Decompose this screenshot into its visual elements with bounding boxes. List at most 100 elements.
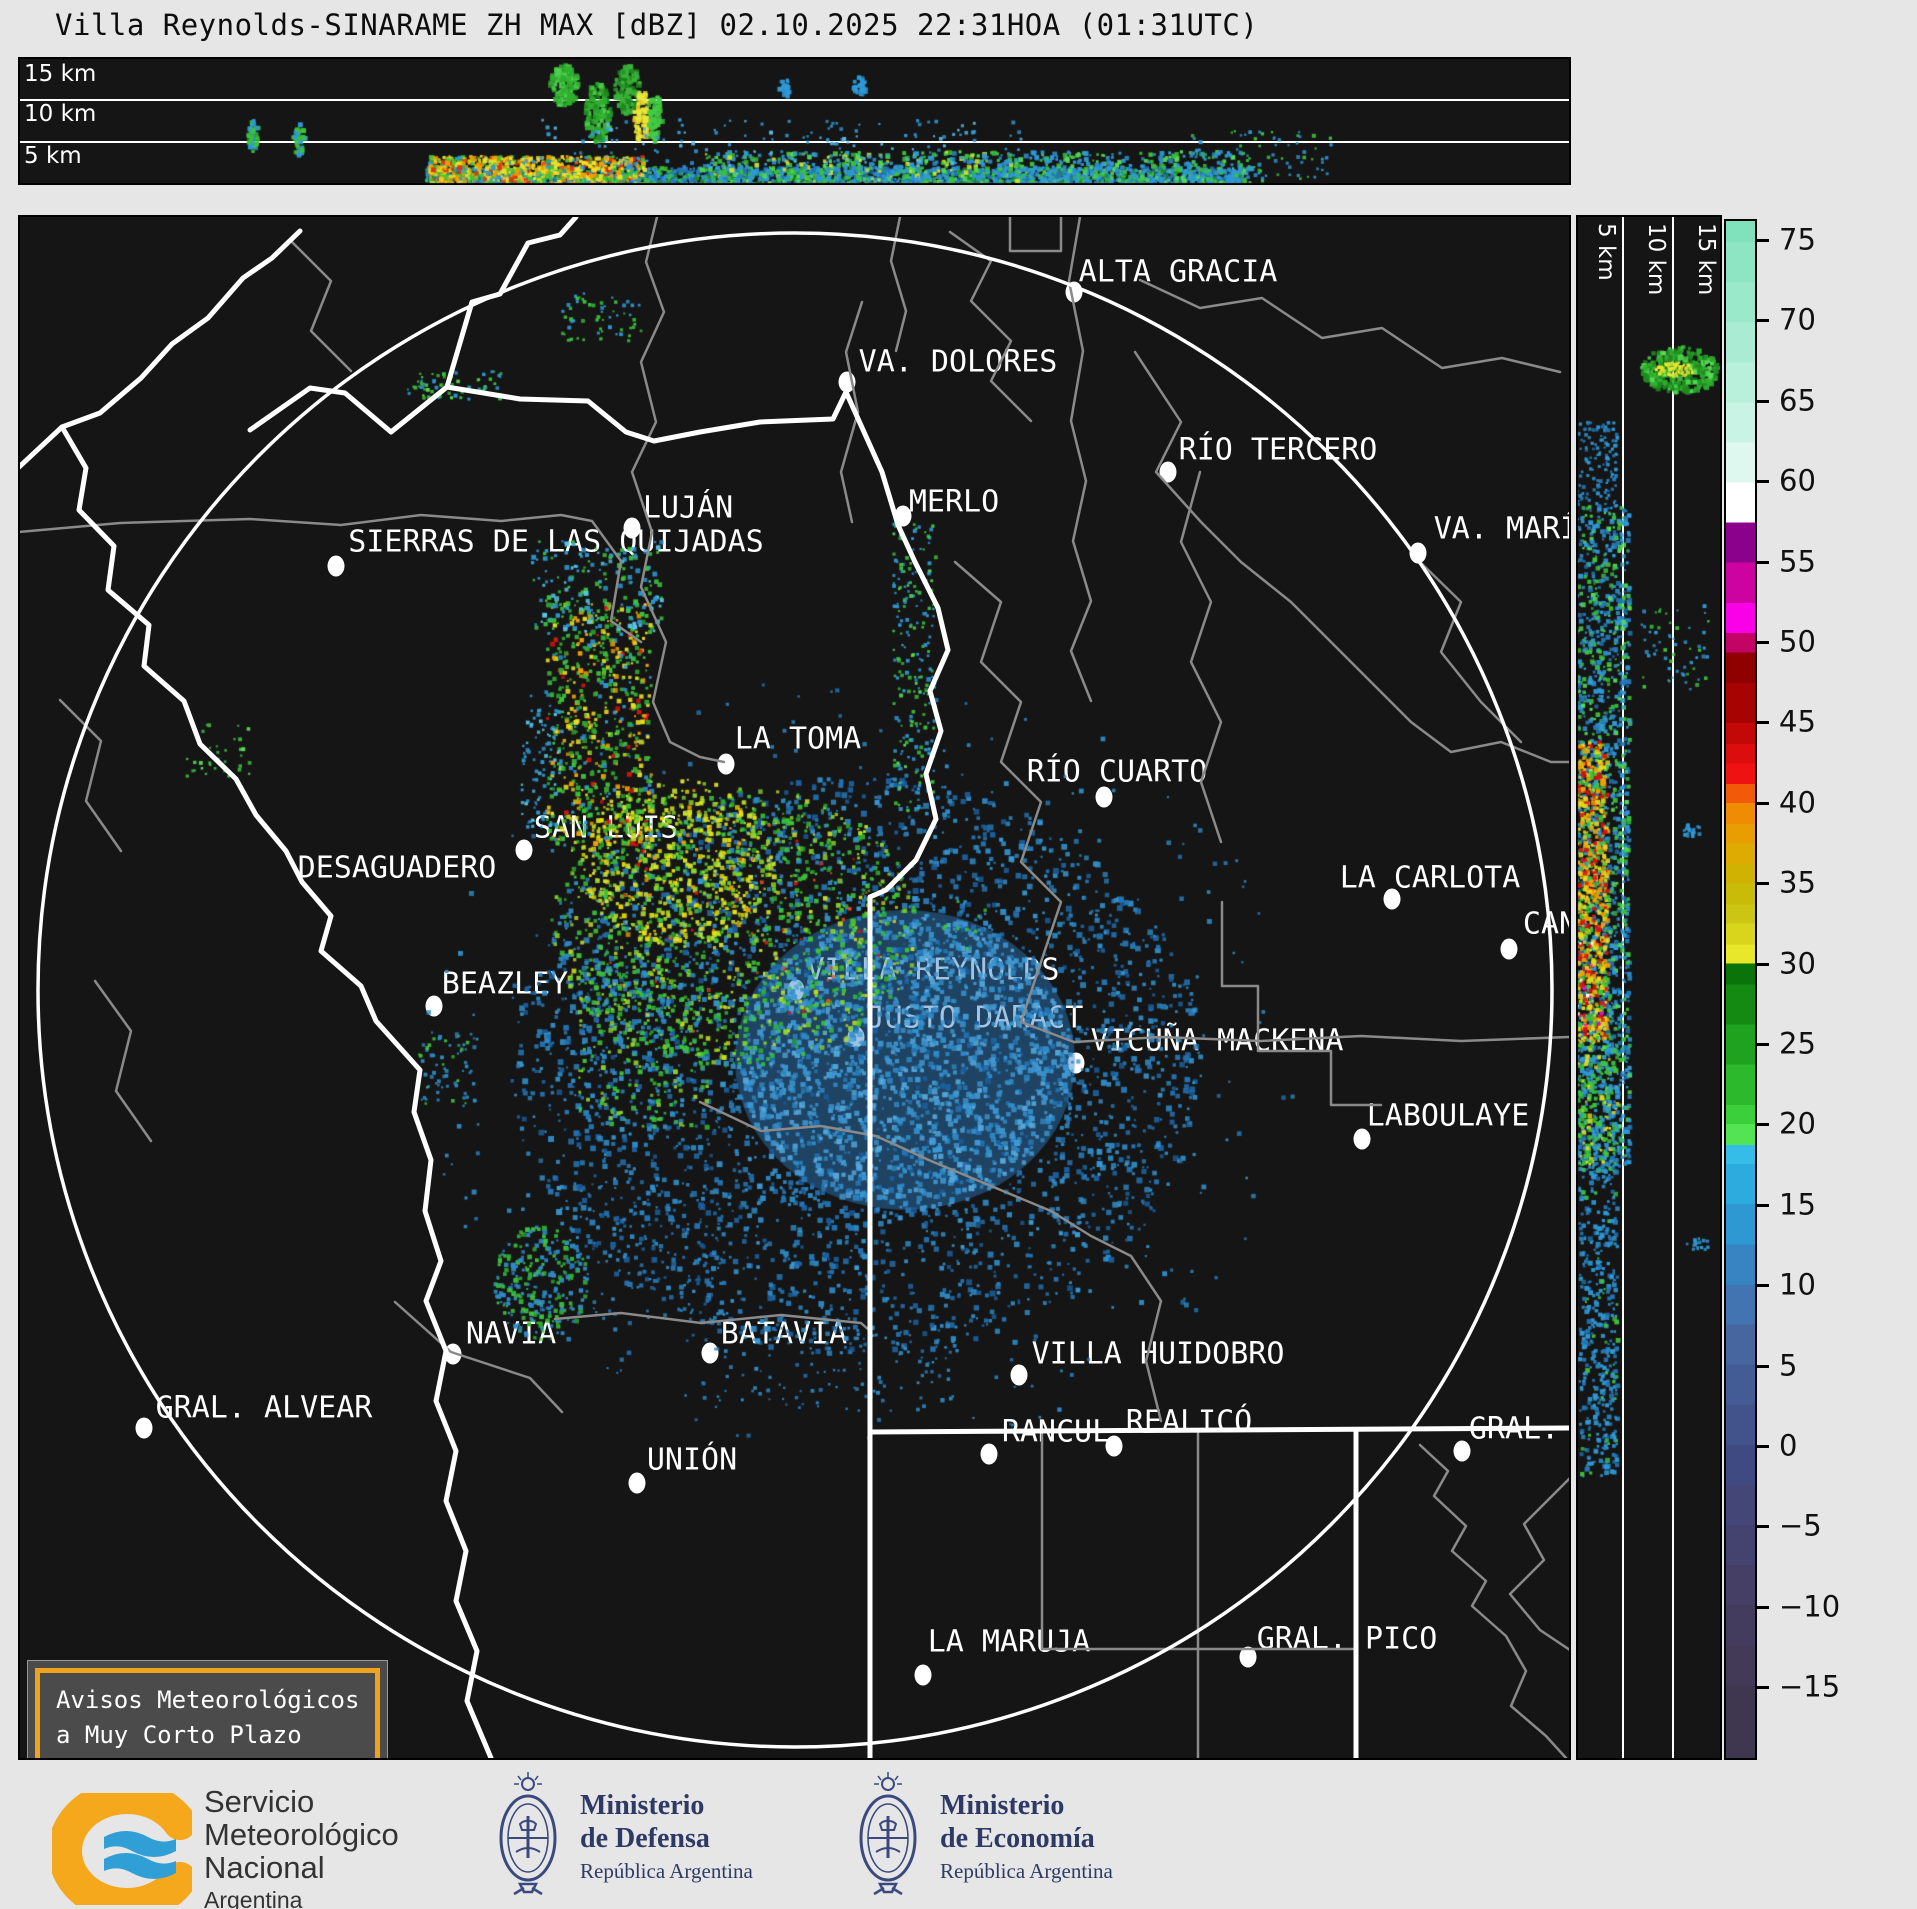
economia-logo-block: Ministerio de Economía República Argenti… xyxy=(852,1772,1113,1902)
city-label: VA. MARÍ xyxy=(1433,511,1571,547)
altitude-label-5km: 5 km xyxy=(24,143,82,169)
city-label: VILLA REYNOLDS xyxy=(806,952,1060,988)
city-dot xyxy=(787,979,805,1001)
colorbar-tick-label: 20 xyxy=(1779,1106,1816,1141)
city-dot xyxy=(1010,1364,1028,1386)
city-dot xyxy=(980,1443,998,1465)
dbz-colorbar xyxy=(1724,219,1757,1760)
colorbar-tick-label: 50 xyxy=(1779,624,1816,659)
colorbar-tick-label: −15 xyxy=(1779,1669,1841,1704)
warning-banner-frame: Avisos Meteorológicos a Muy Corto Plazo xyxy=(35,1668,381,1758)
top-cross-section-panel: 15 km 10 km 5 km xyxy=(18,57,1571,185)
city-label: RÍO CUARTO xyxy=(1026,754,1208,790)
colorbar-tick-label: 75 xyxy=(1779,222,1816,257)
footer-logos: Servicio Meteorológico Nacional Argentin… xyxy=(0,1768,1917,1909)
city-label: ALTA GRACIA xyxy=(1078,254,1278,290)
altitude-line-15km xyxy=(20,99,1569,101)
city-dot xyxy=(1453,1440,1471,1462)
radar-map-panel: ALTA GRACIA VA. DOLORES RÍO TERCERO MERLO LU… xyxy=(18,215,1571,1760)
argentina-coat-of-arms-icon xyxy=(859,1772,917,1896)
city-label: LUJÁN xyxy=(642,490,734,526)
right-cross-section-panel: 5 km 10 km 15 km xyxy=(1576,215,1722,1760)
smn-line-2: Meteorológico xyxy=(204,1816,399,1852)
altitude-label-10km: 10 km xyxy=(24,101,97,127)
warning-line-2: a Muy Corto Plazo xyxy=(56,1720,302,1749)
colorbar-tick-label: 70 xyxy=(1779,302,1816,337)
colorbar-tick xyxy=(1757,721,1769,725)
city-label: JUSTO DARACT xyxy=(866,1000,1084,1036)
smn-logo-block: Servicio Meteorológico Nacional Argentin… xyxy=(52,1784,399,1909)
city-label: BEAZLEY xyxy=(441,966,569,1002)
city-label: LA CARLOTA xyxy=(1339,860,1521,896)
city-label: SAN LUIS xyxy=(533,810,679,846)
colorbar-tick-label: 60 xyxy=(1779,463,1816,498)
colorbar-tick xyxy=(1757,1605,1769,1609)
colorbar-tick-label: 65 xyxy=(1779,383,1816,418)
argentina-coat-of-arms-icon xyxy=(499,1772,557,1896)
city-dot xyxy=(135,1417,153,1439)
defensa-text: Ministerio de Defensa República Argentin… xyxy=(580,1790,753,1883)
colorbar-tick xyxy=(1757,1043,1769,1046)
city-dot xyxy=(327,555,345,577)
colorbar-tick xyxy=(1757,641,1769,644)
smn-logo-text: Servicio Meteorológico Nacional Argentin… xyxy=(204,1784,399,1909)
economia-name-1: Ministerio xyxy=(940,1790,1065,1822)
city-label: UNIÓN xyxy=(646,1442,738,1478)
city-label: VILLA HUIDOBRO xyxy=(1031,1336,1285,1372)
smn-line-1: Servicio xyxy=(204,1784,315,1819)
city-label: VICUÑA MACKENA xyxy=(1090,1023,1344,1059)
colorbar-tick xyxy=(1757,801,1769,805)
altitude-label-10km-v: 10 km xyxy=(1643,223,1669,296)
colorbar-tick-label: 30 xyxy=(1779,946,1816,981)
smn-logo-icon xyxy=(52,1792,192,1905)
city-dot xyxy=(847,1026,865,1048)
city-dot xyxy=(1239,1646,1257,1668)
product-title: Villa Reynolds-SINARAME ZH MAX [dBZ] 02.… xyxy=(55,8,1259,42)
city-dot xyxy=(1500,938,1518,960)
colorbar-tick-label: 0 xyxy=(1779,1428,1798,1463)
colorbar-tick xyxy=(1757,1364,1769,1368)
city-label: LA MARUJA xyxy=(927,1624,1091,1660)
colorbar-tick-label: 10 xyxy=(1779,1267,1816,1302)
colorbar-tick xyxy=(1757,480,1769,484)
smn-country: Argentina xyxy=(204,1886,303,1909)
colorbar-tick xyxy=(1757,1203,1769,1207)
city-label: CAN xyxy=(1522,906,1569,942)
city-dot xyxy=(1065,281,1083,303)
colorbar-tick xyxy=(1757,399,1769,403)
colorbar-tick xyxy=(1757,962,1769,966)
city-dot xyxy=(444,1343,462,1365)
city-dot xyxy=(1409,542,1427,564)
colorbar-tick-label: 35 xyxy=(1779,865,1816,900)
colorbar-tick xyxy=(1757,1445,1769,1448)
city-label: RÍO TERCERO xyxy=(1178,432,1378,468)
altitude-label-15km: 15 km xyxy=(24,61,97,87)
altitude-line-10km xyxy=(20,141,1569,143)
defensa-name-2: de Defensa xyxy=(580,1822,710,1854)
city-dot xyxy=(717,753,735,775)
colorbar-tick-label: 25 xyxy=(1779,1026,1816,1061)
city-dot xyxy=(838,371,856,393)
city-dot xyxy=(628,1472,646,1494)
defensa-logo-block: Ministerio de Defensa República Argentin… xyxy=(492,1772,753,1902)
altitude-line-10km-v xyxy=(1672,217,1674,1758)
warning-banner[interactable]: Avisos Meteorológicos a Muy Corto Plazo xyxy=(27,1660,389,1758)
colorbar-tick-label: 45 xyxy=(1779,704,1816,739)
city-label: DESAGUADERO xyxy=(297,850,497,886)
altitude-line-5km-v xyxy=(1622,217,1624,1758)
city-label: MERLO xyxy=(908,484,1000,520)
city-dot xyxy=(1095,786,1113,808)
smn-line-3: Nacional xyxy=(204,1849,325,1885)
colorbar-tick xyxy=(1757,1284,1769,1288)
city-dot xyxy=(914,1664,932,1686)
city-label: RANCUL xyxy=(1001,1414,1111,1450)
colorbar-tick-label: 40 xyxy=(1779,785,1816,820)
city-dot xyxy=(894,505,912,527)
city-label: LA TOMA xyxy=(734,721,862,757)
warning-line-1: Avisos Meteorológicos xyxy=(56,1686,360,1714)
city-dot xyxy=(1383,888,1401,910)
city-label: LABOULAYE xyxy=(1366,1098,1530,1134)
city-dot xyxy=(1067,1052,1085,1074)
city-label: GRAL. PICO xyxy=(1256,1621,1438,1657)
city-label: REALICÓ xyxy=(1125,1404,1253,1440)
